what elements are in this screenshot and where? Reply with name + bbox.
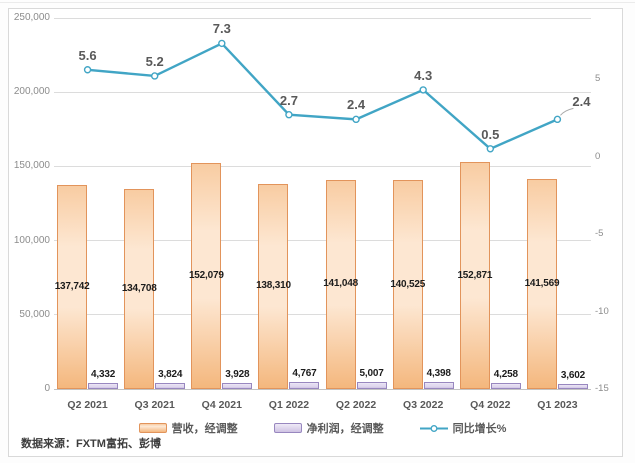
net-profit-bar (222, 383, 253, 389)
net-profit-bar (356, 381, 387, 389)
yoy-point-label: 2.4 (572, 94, 591, 110)
x-axis-tick-label: Q4 2021 (201, 399, 242, 411)
revenue-bar-label: 141,048 (323, 278, 358, 290)
legend-item-net-profit: 净利润，经调整 (273, 420, 384, 436)
revenue-bar (191, 163, 222, 389)
legend-item-yoy-growth: 同比增长% (419, 420, 507, 436)
net-profit-bar-label: 4,398 (426, 368, 451, 380)
revenue-bar-label: 152,871 (457, 269, 493, 281)
last-label-leader-line (560, 107, 574, 116)
x-axis-tick-label: Q1 2023 (537, 399, 578, 411)
y-axis-left-tick-label: 50,000 (19, 308, 50, 320)
net-profit-bar (490, 382, 521, 389)
x-axis-tick-label: Q3 2022 (403, 399, 444, 411)
revenue-bar (459, 162, 490, 389)
revenue-bar-label: 140,525 (390, 278, 426, 290)
x-axis-tick-label: Q1 2022 (268, 399, 310, 411)
y-axis-left-tick-label: 250,000 (13, 12, 50, 23)
net-profit-bar-label: 3,602 (560, 369, 585, 381)
revenue-bar (258, 183, 289, 389)
yoy-point-label: 2.7 (279, 92, 298, 108)
page-top-border (0, 2, 635, 3)
gridline (54, 240, 591, 242)
net-profit-bar-label: 4,258 (493, 368, 518, 380)
legend-label-yoy-growth: 同比增长% (452, 423, 507, 435)
x-axis-tick-label: Q2 2021 (67, 399, 108, 411)
revenue-bar (526, 178, 557, 389)
x-axis-tick-label: Q2 2022 (335, 399, 377, 411)
net-profit-bar-label: 3,928 (225, 369, 250, 381)
yoy-point-marker (285, 111, 293, 119)
y-axis-right-tick-label: 0 (595, 150, 601, 162)
yoy-point-marker (218, 39, 226, 48)
plot-area: 250,000 200,000 150,000 100,000 50,000 0 5 0 -5 -… (9, 9, 622, 456)
yoy-point-marker (486, 145, 495, 153)
gridline (54, 165, 591, 167)
x-axis-tick-label: Q4 2022 (470, 399, 511, 411)
yoy-point-marker (352, 115, 360, 124)
net-profit-bar (289, 381, 320, 389)
revenue-bar (57, 184, 88, 389)
y-axis-left-tick-label: 100,000 (13, 234, 50, 246)
revenue-bar-label: 138,310 (256, 280, 291, 292)
yoy-point-label: 5.2 (145, 53, 164, 69)
yoy-legend-line-marker-icon (419, 424, 448, 433)
net-profit-bar (88, 382, 119, 389)
yoy-point-label: 5.6 (78, 47, 97, 63)
legend: 营收，经调整 净利润，经调整 同比增长% (54, 420, 591, 436)
revenue-legend-swatch-icon (138, 423, 167, 433)
yoy-point-label: 7.3 (212, 21, 231, 37)
y-axis-left-tick-label: 200,000 (13, 86, 50, 98)
revenue-bar-label: 152,079 (188, 270, 224, 282)
gridline (54, 91, 591, 93)
yoy-point-label: 4.3 (414, 67, 433, 83)
revenue-bar-label: 134,708 (121, 283, 157, 295)
chart-panel: 250,000 200,000 150,000 100,000 50,000 0 5 0 -5 -… (8, 8, 623, 457)
net-profit-legend-swatch-icon (273, 423, 302, 433)
revenue-bar-label: 141,569 (524, 277, 560, 289)
net-profit-bar-label: 3,824 (158, 369, 183, 381)
revenue-bar (392, 180, 423, 389)
net-profit-bar (423, 382, 454, 389)
yoy-point-label: 0.5 (481, 126, 500, 142)
y-axis-left-tick-label: 0 (44, 383, 50, 394)
net-profit-bar-label: 5,007 (359, 367, 384, 379)
net-profit-bar (557, 383, 588, 389)
legend-item-revenue: 营收，经调整 (138, 420, 238, 436)
yoy-point-marker (553, 115, 562, 124)
yoy-point-marker (150, 72, 159, 80)
net-profit-bar-label: 4,332 (91, 368, 116, 380)
legend-label-revenue: 营收，经调整 (171, 423, 238, 435)
source-note: 数据来源：FXTM富拓、彭博 (21, 438, 161, 450)
revenue-bar (124, 189, 155, 389)
x-axis-line (54, 389, 591, 390)
legend-label-net-profit: 净利润，经调整 (306, 423, 384, 435)
y-axis-right-tick-label: -10 (595, 305, 609, 317)
gridline (54, 314, 591, 316)
y-axis-right-tick-label: -15 (595, 383, 609, 394)
revenue-bar (325, 179, 356, 389)
gridline (54, 17, 591, 19)
yoy-point-marker (83, 66, 92, 74)
yoy-point-label: 2.4 (347, 97, 366, 113)
y-axis-right-tick-label: -5 (595, 228, 604, 240)
x-axis-tick-label: Q3 2021 (134, 399, 175, 411)
net-profit-bar-label: 4,767 (292, 367, 317, 379)
revenue-bar-label: 137,742 (54, 280, 90, 292)
y-axis-right-tick-label: 5 (595, 73, 601, 85)
y-axis-left-tick-label: 150,000 (13, 160, 50, 172)
net-profit-bar (155, 383, 186, 389)
